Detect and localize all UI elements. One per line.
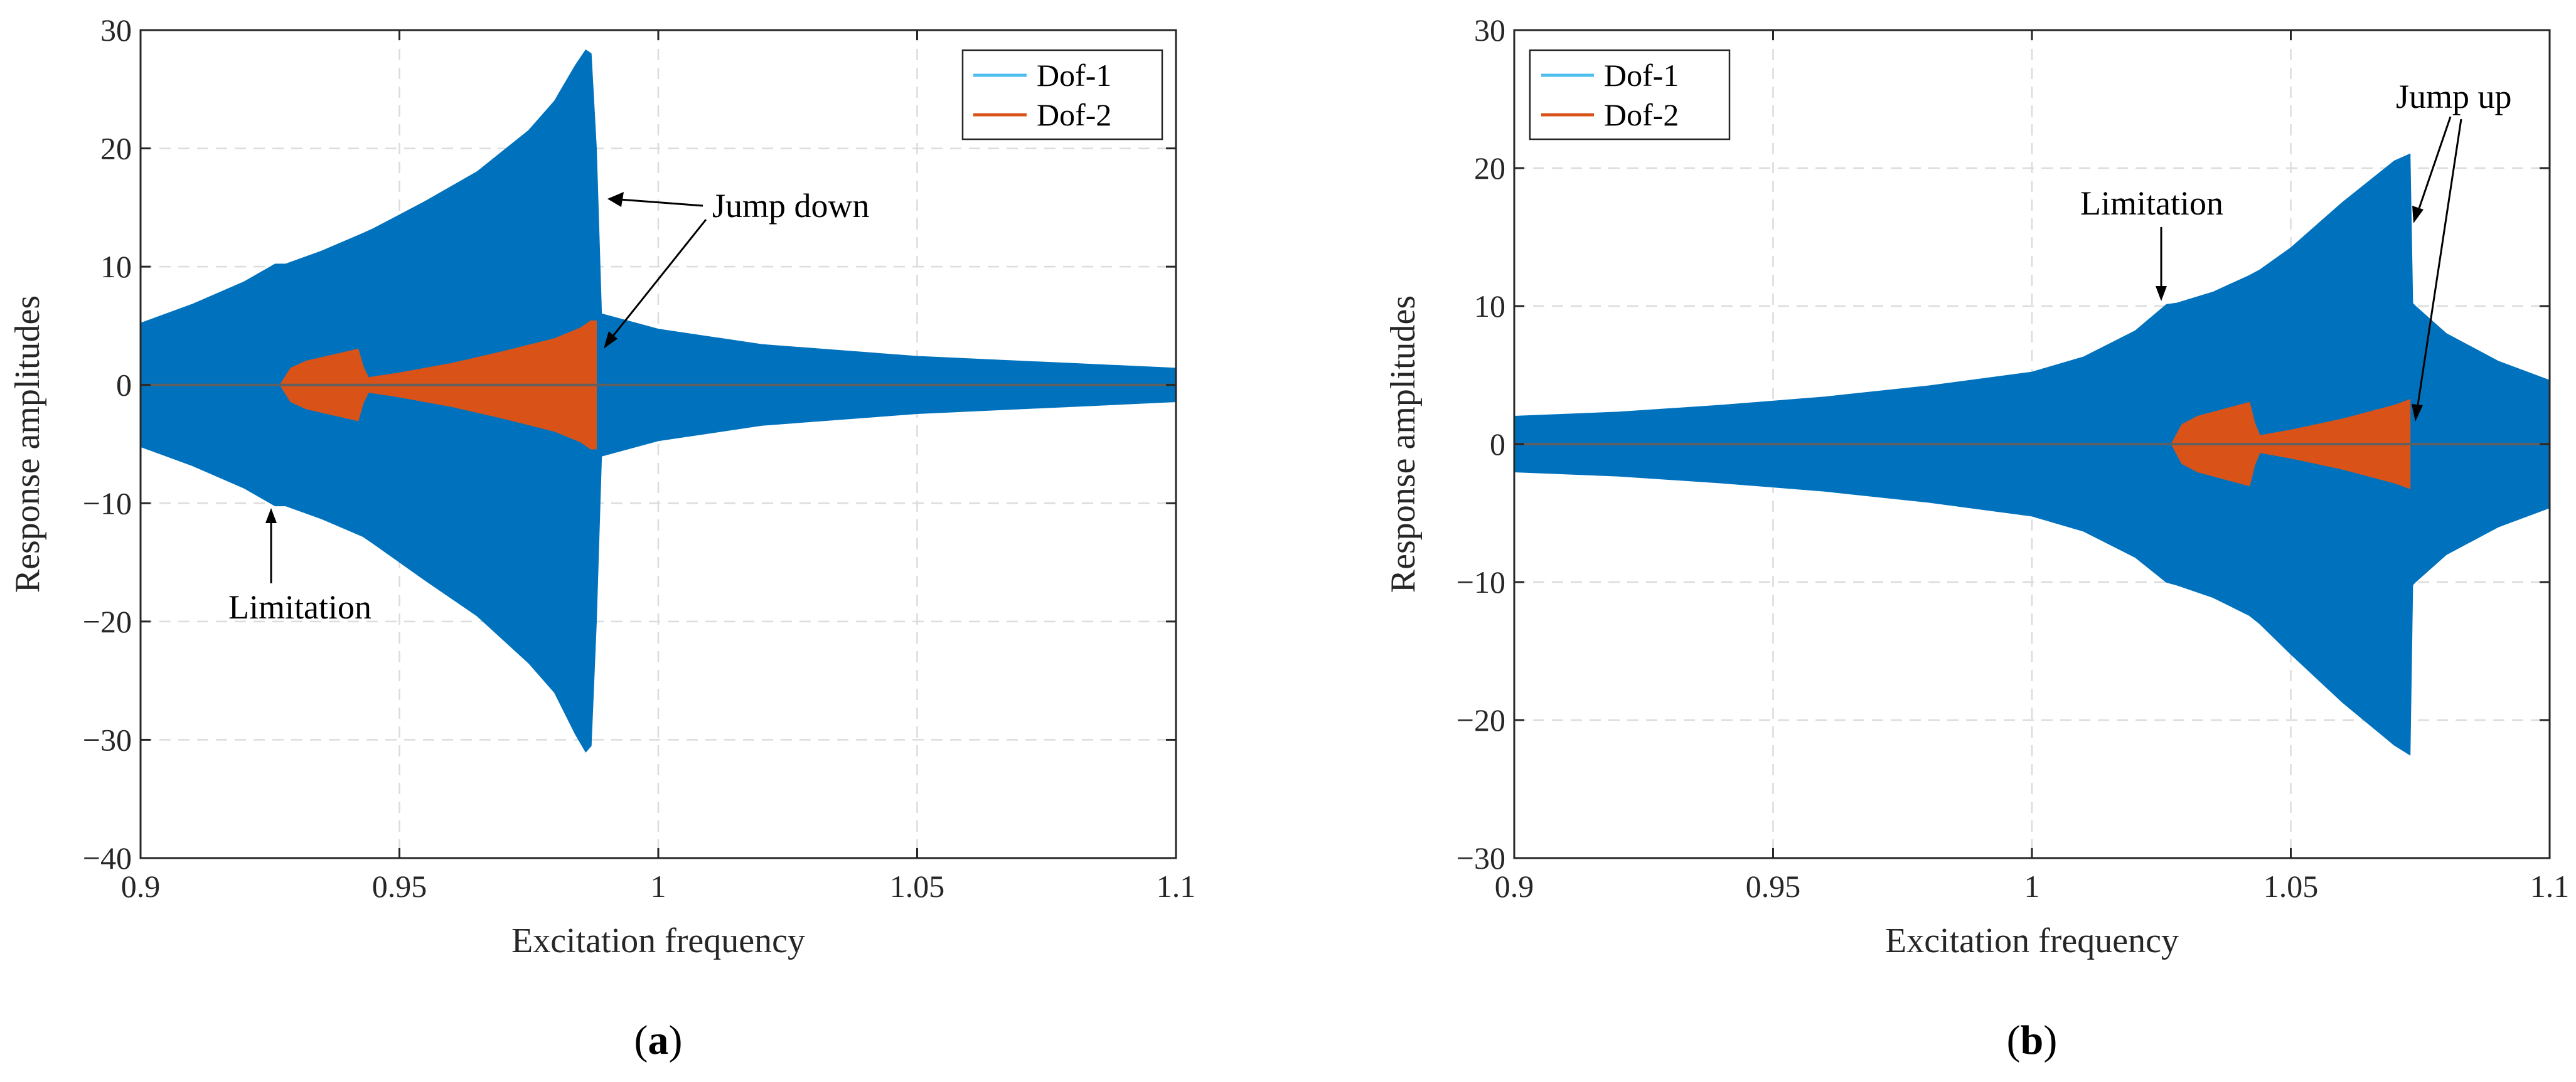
y-tick-label: −10 — [83, 485, 132, 521]
y-tick-label: 10 — [100, 249, 132, 284]
annotation-arrowhead-jump-up-1 — [2412, 206, 2424, 223]
x-tick-label: 1.1 — [1157, 869, 1196, 904]
legend-b: Dof-1 Dof-2 — [1529, 49, 1731, 141]
panel-label-b: (b) — [2007, 1017, 2058, 1063]
ticks-a: 0.9 0.95 1 1.05 1.1 −40 −30 −20 −10 0 10 20 30 — [83, 13, 1195, 904]
y-tick-label: 30 — [100, 13, 132, 48]
y-tick-label: −30 — [1456, 841, 1505, 876]
y-axis-label-b: Response amplitudes — [1384, 295, 1423, 593]
panel-label-b-letter: b — [2021, 1017, 2044, 1063]
annotation-arrowhead-jump-down-2 — [604, 331, 617, 349]
annotation-arrowhead-limitation-a — [265, 508, 277, 523]
annotation-limitation-b: Limitation — [2080, 184, 2223, 301]
annotation-arrow-jump-down-1 — [619, 198, 703, 207]
y-tick-label: 30 — [1474, 13, 1505, 48]
y-tick-label: −20 — [83, 604, 132, 639]
y-tick-label: −10 — [1456, 565, 1505, 600]
annotation-arrow-jump-down-2 — [611, 219, 707, 338]
annotation-arrow-jump-up-1 — [2417, 116, 2452, 213]
annotation-jump-down-a: Jump down — [604, 187, 870, 349]
legend-box-a — [961, 49, 1163, 141]
annotation-text-limitation-b: Limitation — [2080, 184, 2223, 222]
chart-panel-a: 0.9 0.95 1 1.05 1.1 −40 −30 −20 −10 0 10 20 30 Excit… — [8, 13, 1195, 1063]
legend-label-dof1-a: Dof-1 — [1037, 58, 1111, 93]
x-tick-label: 1.05 — [2263, 869, 2319, 904]
y-tick-label: 10 — [1474, 289, 1505, 324]
annotation-arrowhead-jump-down-1 — [607, 192, 624, 207]
y-tick-label: −20 — [1456, 703, 1505, 738]
annotation-text-jump-up: Jump up — [2396, 78, 2512, 115]
y-tick-label: 0 — [1490, 427, 1505, 462]
annotation-text-limitation-a: Limitation — [228, 588, 371, 626]
y-tick-label: −40 — [83, 841, 132, 876]
x-tick-label: 0.95 — [1746, 869, 1801, 904]
x-tick-label: 0.95 — [372, 869, 427, 904]
legend-box-b — [1529, 49, 1731, 141]
panel-label-a: (a) — [634, 1017, 683, 1063]
y-tick-label: 20 — [100, 131, 132, 166]
x-axis-label-b: Excitation frequency — [1885, 921, 2179, 960]
y-axis-label-a: Response amplitudes — [8, 295, 47, 593]
legend-label-dof2-a: Dof-2 — [1037, 97, 1111, 132]
x-tick-label: 1.05 — [890, 869, 945, 904]
y-tick-label: −30 — [83, 722, 132, 757]
x-tick-label: 1 — [651, 869, 666, 904]
chart-panel-b: 0.9 0.95 1 1.05 1.1 −30 −20 −10 0 10 20 30 Excitati… — [1384, 13, 2569, 1063]
legend-label-dof1-b: Dof-1 — [1604, 58, 1679, 93]
annotation-arrow-jump-up-2 — [2416, 119, 2462, 410]
y-tick-label: 20 — [1474, 151, 1505, 186]
annotation-text-jump-down: Jump down — [712, 187, 870, 225]
annotation-arrowhead-limitation-b — [2156, 286, 2167, 301]
legend-label-dof2-b: Dof-2 — [1604, 97, 1679, 132]
x-tick-label: 0.9 — [1495, 869, 1534, 904]
x-tick-label: 1.1 — [2530, 869, 2570, 904]
ticks-b: 0.9 0.95 1 1.05 1.1 −30 −20 −10 0 10 20 30 — [1456, 13, 2569, 904]
annotation-arrowhead-jump-up-2 — [2412, 404, 2423, 422]
annotation-jump-up-b: Jump up — [2396, 78, 2512, 422]
x-tick-label: 0.9 — [121, 869, 161, 904]
panel-label-a-letter: a — [648, 1017, 669, 1063]
y-tick-label: 0 — [116, 368, 132, 403]
annotation-limitation-a: Limitation — [228, 508, 371, 626]
x-tick-label: 1 — [2024, 869, 2040, 904]
legend-a: Dof-1 Dof-2 — [961, 49, 1163, 141]
x-axis-label-a: Excitation frequency — [511, 921, 805, 960]
